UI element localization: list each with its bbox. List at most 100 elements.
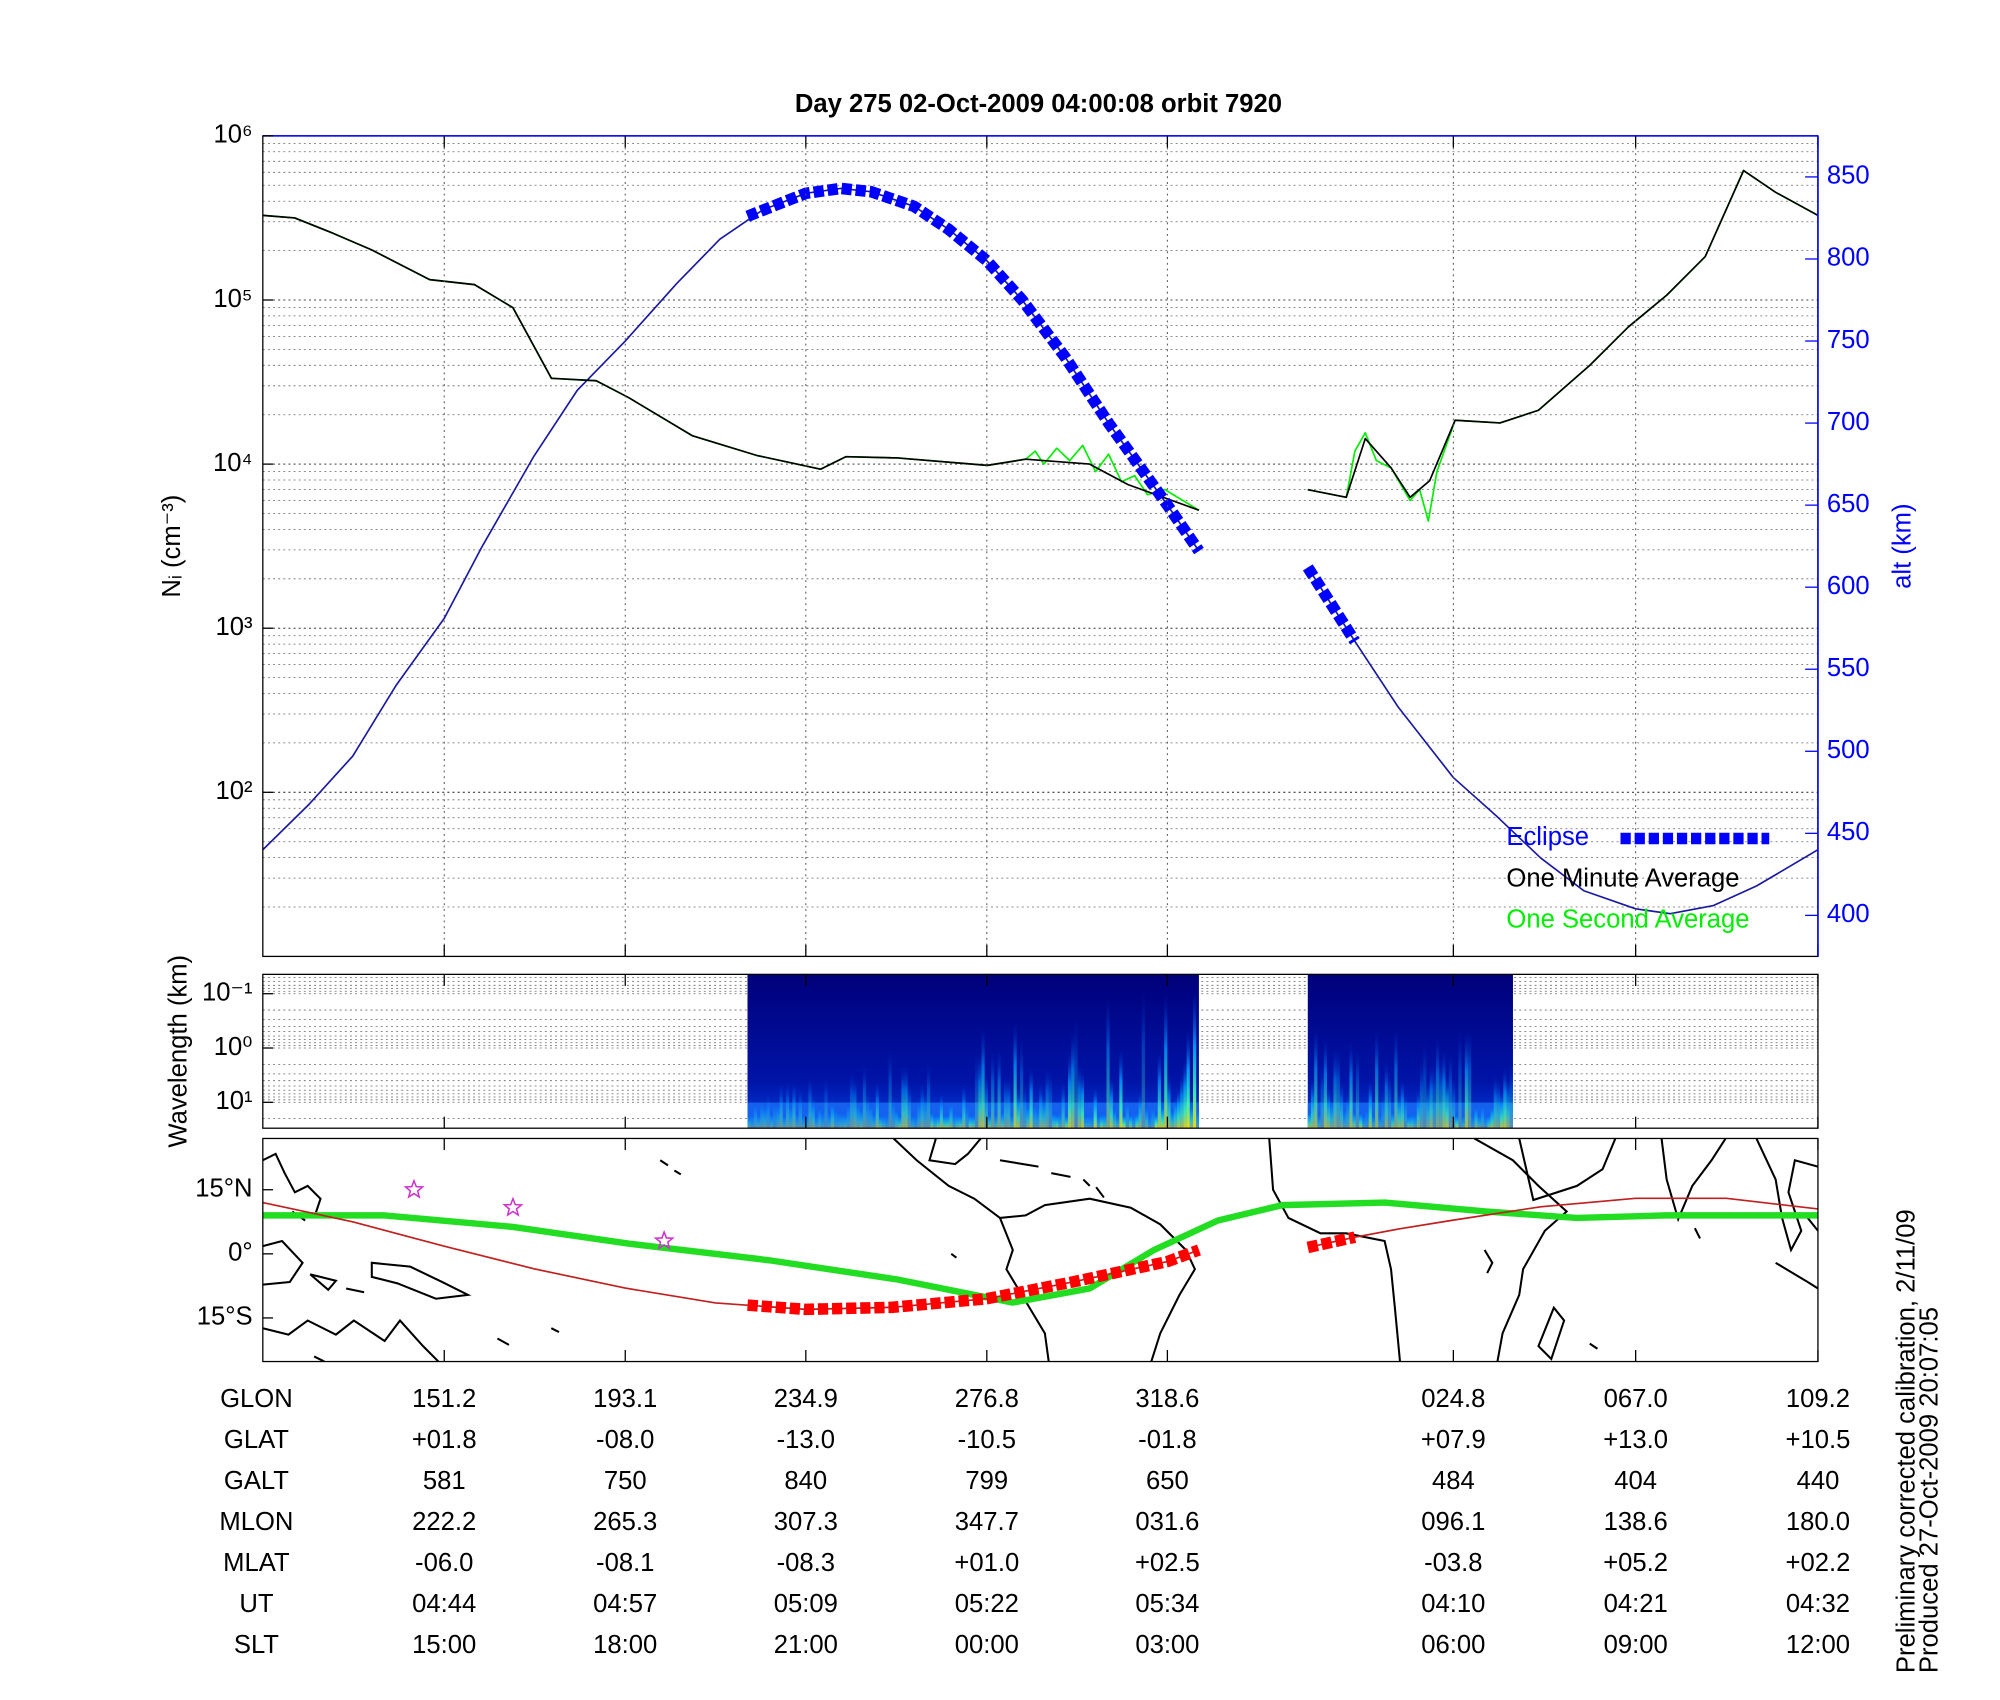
table-cell: 404	[1614, 1467, 1657, 1495]
series-line	[745, 182, 1360, 645]
series-line	[262, 169, 1818, 512]
spectrogram-texture	[1346, 1092, 1350, 1129]
spectrogram-texture	[1336, 1047, 1340, 1129]
spectrogram-texture	[984, 1073, 988, 1129]
spectrogram-texture	[750, 1112, 754, 1129]
spectrogram-texture	[1064, 1112, 1069, 1129]
spectrogram-texture	[1378, 1112, 1382, 1129]
spectrogram-texture	[987, 1111, 992, 1129]
table-cell: 031.6	[1135, 1508, 1199, 1536]
spectrogram-texture	[962, 1084, 966, 1129]
y-tick-label: 10²	[216, 777, 254, 805]
spectrogram-texture	[1394, 1027, 1398, 1129]
y2-tick-label: 750	[1827, 326, 1870, 354]
spectrogram-texture	[1000, 1108, 1004, 1129]
table-cell: 067.0	[1604, 1385, 1668, 1413]
spectrogram-texture	[1484, 1112, 1488, 1129]
spectrogram-texture	[1314, 1027, 1318, 1129]
spectrogram-texture	[1048, 1068, 1052, 1129]
spectrogram-texture	[949, 1098, 953, 1129]
spectrogram-texture	[1464, 1031, 1469, 1129]
table-cell: 347.7	[955, 1508, 1019, 1536]
spectrogram-texture	[811, 1094, 815, 1129]
spectrogram-texture	[1365, 1106, 1369, 1129]
spectrogram-texture	[776, 1100, 780, 1129]
spectrogram-texture	[1413, 1111, 1417, 1129]
spectrogram-texture	[1307, 1108, 1311, 1129]
spectrogram-texture	[1116, 1112, 1120, 1129]
spectrogram-texture	[930, 1108, 934, 1129]
spectrogram-texture	[1019, 1038, 1024, 1129]
spectrogram-texture	[850, 1071, 854, 1129]
spectrogram-texture	[971, 1112, 976, 1129]
spectrogram-texture	[1055, 1111, 1059, 1129]
table-cell: 650	[1146, 1467, 1189, 1495]
table-cell: 318.6	[1135, 1385, 1199, 1413]
table-cell: 15:00	[412, 1631, 476, 1659]
spectrogram-texture	[840, 1110, 844, 1129]
spectrogram-texture	[1355, 1047, 1360, 1129]
spectrogram-texture	[1327, 1087, 1331, 1129]
spectrogram-texture	[875, 1081, 879, 1129]
spectrogram-texture	[1007, 1077, 1011, 1129]
spectrogram-texture	[1362, 1112, 1366, 1129]
spectrogram-texture	[1423, 1040, 1427, 1129]
y-tick-label: 15°N	[195, 1175, 252, 1203]
spectrogram-texture	[1173, 1096, 1177, 1129]
spectrogram-texture	[917, 1095, 921, 1129]
spectrogram-texture	[1500, 1090, 1504, 1129]
spectrogram-texture	[1391, 1109, 1395, 1129]
spectrogram-texture	[1122, 1112, 1126, 1129]
table-cell: +10.5	[1786, 1426, 1851, 1454]
y-tick-label: 10¹	[216, 1087, 253, 1115]
spectrogram-texture	[1452, 1076, 1456, 1129]
spectrogram-texture	[1061, 1082, 1065, 1129]
spectrogram-texture	[1384, 1060, 1388, 1129]
spectrogram-texture	[1151, 1103, 1155, 1129]
table-cell: 04:44	[412, 1590, 476, 1618]
table-cell: +01.0	[954, 1549, 1019, 1577]
table-cell: 138.6	[1604, 1508, 1668, 1536]
spectrogram-texture	[952, 1111, 956, 1129]
spectrogram-texture	[843, 1110, 847, 1129]
spectrogram-texture	[1106, 997, 1110, 1129]
spectrogram-texture	[808, 1075, 812, 1129]
table-cell: 581	[423, 1467, 466, 1495]
spectrogram-texture	[1013, 1021, 1017, 1129]
spectrogram-texture	[943, 1112, 947, 1129]
table-cell: 04:32	[1786, 1590, 1850, 1618]
table-cell: 03:00	[1135, 1631, 1199, 1659]
spectrogram-texture	[1010, 1112, 1014, 1129]
spectrogram-texture	[1164, 995, 1168, 1129]
spectrogram-texture	[1080, 1070, 1085, 1129]
spectrogram-texture	[773, 1100, 777, 1129]
spectrogram-texture	[1317, 1111, 1321, 1129]
plot-area	[262, 135, 1818, 915]
spectrogram-texture	[920, 1083, 924, 1129]
spectrogram-texture	[1087, 1112, 1091, 1129]
chart-title: Day 275 02-Oct-2009 04:00:08 orbit 7920	[795, 90, 1282, 118]
y2-tick-label: 650	[1827, 490, 1870, 518]
table-cell: 180.0	[1786, 1508, 1850, 1536]
spectrogram-texture	[782, 1112, 786, 1129]
spectrogram-texture	[779, 1082, 783, 1129]
spectrogram-texture	[926, 1062, 931, 1129]
spectrogram-texture	[1480, 1101, 1485, 1129]
row-label: GLAT	[224, 1426, 289, 1454]
table-cell: 024.8	[1421, 1385, 1485, 1413]
spectrogram-texture	[1039, 1083, 1043, 1129]
spectrogram-texture	[827, 1110, 831, 1129]
spectrogram-texture	[757, 1111, 761, 1129]
spectrogram-texture	[1471, 1112, 1475, 1129]
spectrogram-texture	[1125, 1096, 1129, 1129]
spectrogram-texture	[914, 1112, 918, 1129]
spectrogram-texture	[1426, 1080, 1430, 1129]
coastlines	[262, 1138, 1818, 1362]
spectrogram-texture	[1323, 1038, 1328, 1129]
y-tick-label: 15°S	[197, 1303, 253, 1331]
spectrogram-texture	[1445, 1075, 1449, 1129]
spectrogram-texture	[878, 1112, 883, 1129]
spectrogram-texture	[1154, 1111, 1158, 1129]
spectrogram-texture	[834, 1105, 838, 1129]
spectrogram-texture	[1189, 1101, 1194, 1129]
